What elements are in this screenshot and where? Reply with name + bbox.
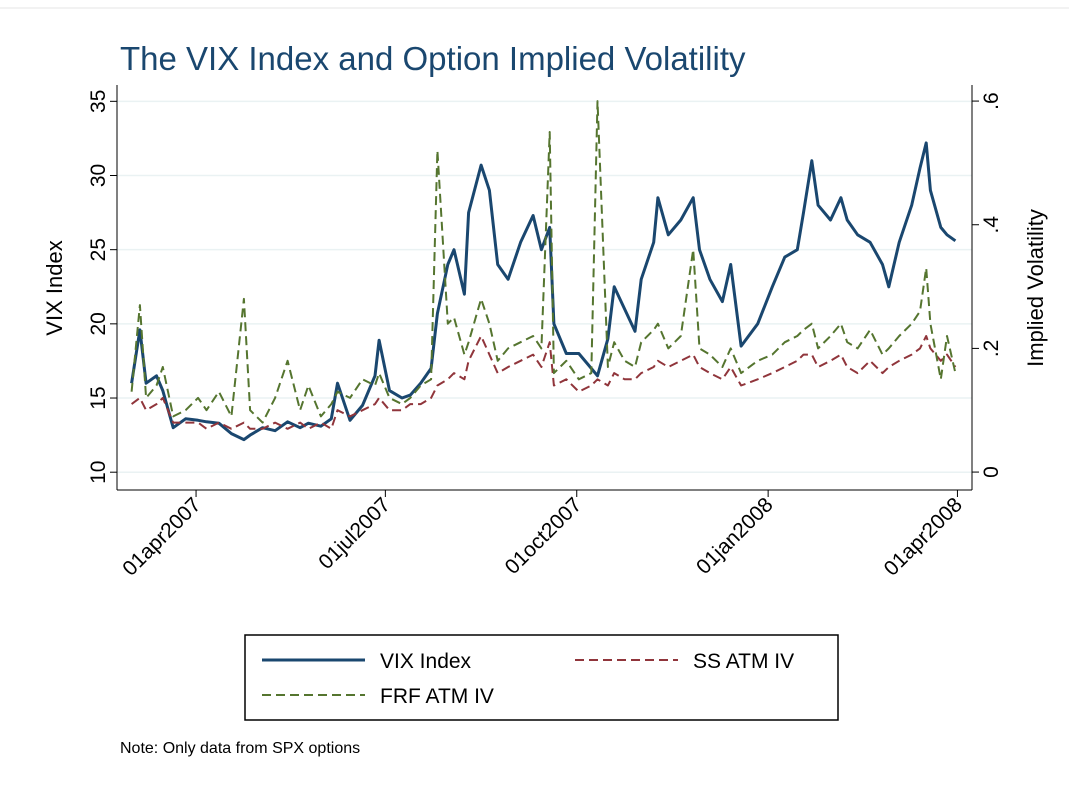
series-line: [130, 100, 957, 424]
y2-tick-label: .2: [980, 340, 1003, 358]
series-line: [131, 335, 957, 430]
legend-box: [244, 634, 839, 721]
y2-tick-label: 0: [980, 466, 1003, 478]
y-tick-label: 20: [87, 312, 110, 335]
y-tick-label: 25: [87, 238, 110, 261]
note: Note: Only data from SPX options: [120, 740, 360, 757]
y-tick-label: 10: [87, 461, 110, 484]
y-tick-label: 30: [87, 164, 110, 187]
chart-title: The VIX Index and Option Implied Volatil…: [120, 40, 746, 77]
y2-tick-label: .6: [980, 92, 1003, 110]
legend-label: SS ATM IV: [693, 650, 794, 673]
y2-tick-label: .4: [980, 216, 1003, 234]
y-tick-label: 15: [87, 386, 110, 409]
legend-label: FRF ATM IV: [380, 685, 494, 708]
y2-axis-label: Implied Volatility: [1023, 209, 1048, 367]
legend-label: VIX Index: [380, 650, 472, 673]
y-axis-label: VIX Index: [42, 240, 67, 335]
series-line: [130, 141, 957, 442]
y-tick-label: 35: [87, 90, 110, 113]
